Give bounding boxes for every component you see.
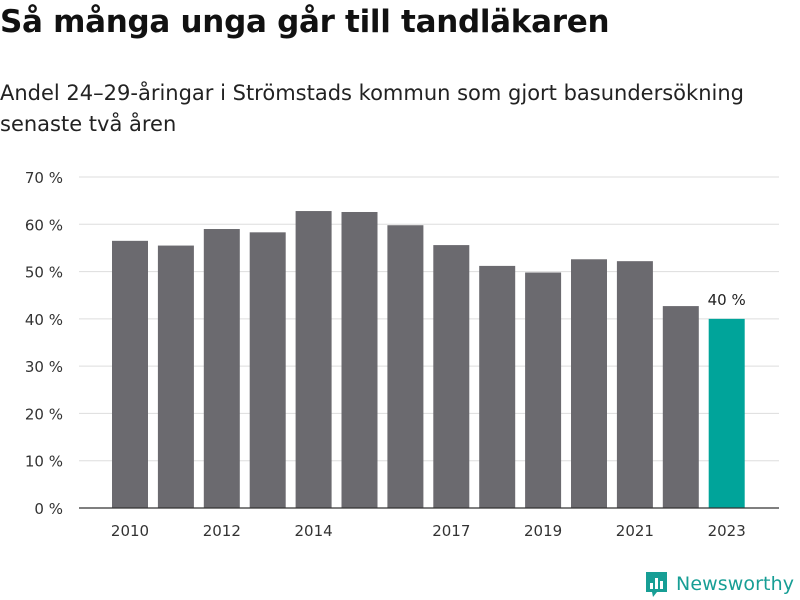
x-tick-label: 2021	[616, 522, 654, 540]
y-tick-label: 30 %	[25, 358, 63, 376]
bar-2020	[571, 259, 607, 508]
bar-2011	[157, 245, 194, 509]
y-tick-label: 60 %	[25, 216, 63, 234]
newsworthy-logo[interactable]: Newsworthy	[644, 569, 794, 599]
bar-2015	[341, 211, 378, 508]
x-tick-label: 2019	[524, 522, 562, 540]
bar-2017	[433, 245, 470, 508]
y-tick-label: 0 %	[34, 500, 63, 518]
x-tick-label: 2014	[295, 522, 333, 540]
highlight-value-label: 40 %	[708, 291, 746, 309]
y-tick-label: 50 %	[25, 264, 63, 282]
chart-subtitle: Andel 24–29-åringar i Strömstads kommun …	[0, 81, 744, 136]
bar-2023	[708, 318, 745, 508]
y-tick-label: 70 %	[25, 169, 63, 187]
chart-title: Så många unga går till tandläkaren	[0, 4, 610, 40]
x-tick-label: 2010	[111, 522, 149, 540]
x-tick-label: 2017	[432, 522, 470, 540]
y-tick-label: 40 %	[25, 311, 63, 329]
bar-2019	[525, 272, 562, 508]
bar-2012	[203, 229, 240, 508]
bar-2013	[249, 232, 286, 508]
bar-2010	[112, 240, 148, 509]
newsworthy-brand-name: Newsworthy	[676, 573, 795, 595]
y-tick-label: 20 %	[25, 405, 63, 423]
newsworthy-logo-icon	[646, 571, 667, 597]
bar-2018	[479, 265, 516, 508]
x-tick-label: 2023	[708, 522, 746, 540]
x-tick-label: 2012	[203, 522, 241, 540]
y-tick-label: 10 %	[25, 453, 63, 471]
bar-2022	[662, 306, 699, 508]
bar-2016	[387, 225, 424, 508]
bar-2021	[616, 261, 653, 508]
bar-2014	[295, 211, 332, 508]
